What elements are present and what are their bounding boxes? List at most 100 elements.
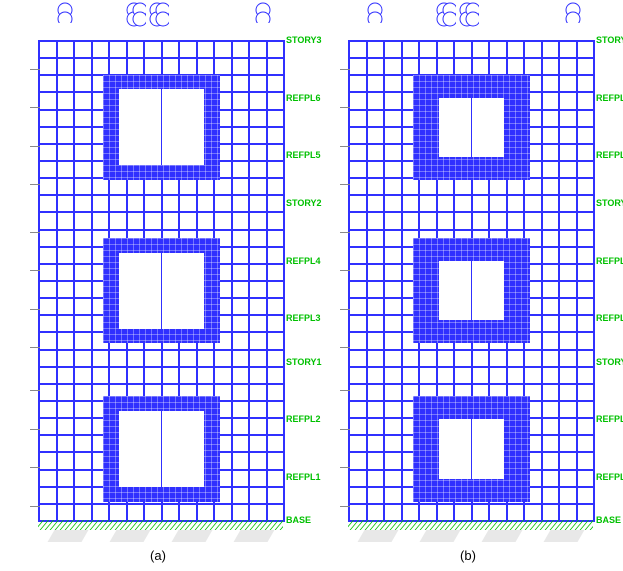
grid-cell: [349, 281, 367, 298]
grid-cell: [542, 75, 560, 92]
grid-cell: [57, 350, 75, 367]
grid-cell: [249, 281, 267, 298]
grid-cell: [162, 367, 180, 384]
grid-cell: [559, 487, 577, 504]
grid-cell: [349, 504, 367, 521]
grid-cell: [267, 367, 285, 384]
grid-cell: [367, 110, 385, 127]
grid-cell: [367, 212, 385, 229]
grid-cell: [367, 504, 385, 521]
grid-cell: [419, 178, 437, 195]
ground-stripe: [109, 530, 150, 542]
grid-cell: [367, 161, 385, 178]
grid-cell: [437, 504, 455, 521]
level-label: STORY2: [596, 198, 623, 208]
grid-cell: [367, 367, 385, 384]
grid-cell: [489, 212, 507, 229]
grid-cell: [437, 58, 455, 75]
grid-cell: [542, 127, 560, 144]
left-tick: [340, 184, 350, 185]
grid-cell: [349, 92, 367, 109]
grid-cell: [384, 127, 402, 144]
grid-cell: [39, 384, 57, 401]
grid-cell: [232, 452, 250, 469]
grid-cell: [249, 470, 267, 487]
grid-cell: [349, 178, 367, 195]
grid-cell: [577, 298, 595, 315]
grid-cell: [74, 435, 92, 452]
grid-cell: [162, 58, 180, 75]
grid-cell: [179, 195, 197, 212]
grid-cell: [267, 264, 285, 281]
grid-cell: [349, 487, 367, 504]
window-mullion: [119, 253, 162, 329]
grid-cell: [57, 264, 75, 281]
grid-cell: [454, 350, 472, 367]
grid-cell: [249, 178, 267, 195]
grid-cell: [179, 212, 197, 229]
grid-cell: [74, 332, 92, 349]
grid-cell: [267, 384, 285, 401]
grid-cell: [232, 332, 250, 349]
left-tick: [340, 270, 350, 271]
grid-cell: [577, 161, 595, 178]
grid-cell: [127, 212, 145, 229]
grid-cell: [367, 315, 385, 332]
grid-cell: [232, 350, 250, 367]
grid-cell: [92, 504, 110, 521]
grid-cell: [57, 110, 75, 127]
grid-cell: [542, 435, 560, 452]
grid-cell: [402, 41, 420, 58]
grid-cell: [472, 350, 490, 367]
grid-cell: [507, 350, 525, 367]
grid-cell: [249, 487, 267, 504]
ground-stripe: [233, 530, 274, 542]
window-frame: [413, 75, 531, 181]
grid-cell: [57, 332, 75, 349]
grid-cell: [249, 350, 267, 367]
grid-cell: [542, 264, 560, 281]
grid-cell: [577, 230, 595, 247]
grid-cell: [367, 487, 385, 504]
grid-cell: [577, 75, 595, 92]
grid-cell: [489, 504, 507, 521]
grid-cell: [232, 41, 250, 58]
window-mullion: [119, 411, 162, 487]
grid-cell: [472, 58, 490, 75]
grid-cell: [109, 41, 127, 58]
panel-b-ground: [348, 530, 593, 544]
grid-cell: [419, 41, 437, 58]
grid-cell: [542, 58, 560, 75]
grid-marker: [366, 2, 387, 23]
grid-cell: [109, 504, 127, 521]
grid-cell: [214, 195, 232, 212]
ground-stripe: [543, 530, 584, 542]
level-label: STORY2: [286, 198, 322, 208]
grid-cell: [74, 92, 92, 109]
grid-cell: [559, 315, 577, 332]
grid-cell: [74, 315, 92, 332]
grid-marker: [125, 2, 146, 37]
grid-cell: [367, 75, 385, 92]
grid-cell: [57, 401, 75, 418]
grid-cell: [559, 298, 577, 315]
grid-cell: [349, 470, 367, 487]
grid-cell: [232, 92, 250, 109]
grid-cell: [249, 332, 267, 349]
grid-cell: [144, 367, 162, 384]
grid-cell: [39, 487, 57, 504]
grid-cell: [367, 58, 385, 75]
grid-cell: [127, 58, 145, 75]
grid-cell: [57, 41, 75, 58]
grid-cell: [92, 178, 110, 195]
grid-cell: [384, 92, 402, 109]
grid-cell: [249, 212, 267, 229]
grid-cell: [384, 452, 402, 469]
grid-cell: [267, 212, 285, 229]
grid-cell: [214, 367, 232, 384]
left-tick: [30, 309, 40, 310]
grid-cell: [559, 92, 577, 109]
grid-cell: [57, 144, 75, 161]
grid-cell: [577, 487, 595, 504]
grid-cell: [267, 58, 285, 75]
